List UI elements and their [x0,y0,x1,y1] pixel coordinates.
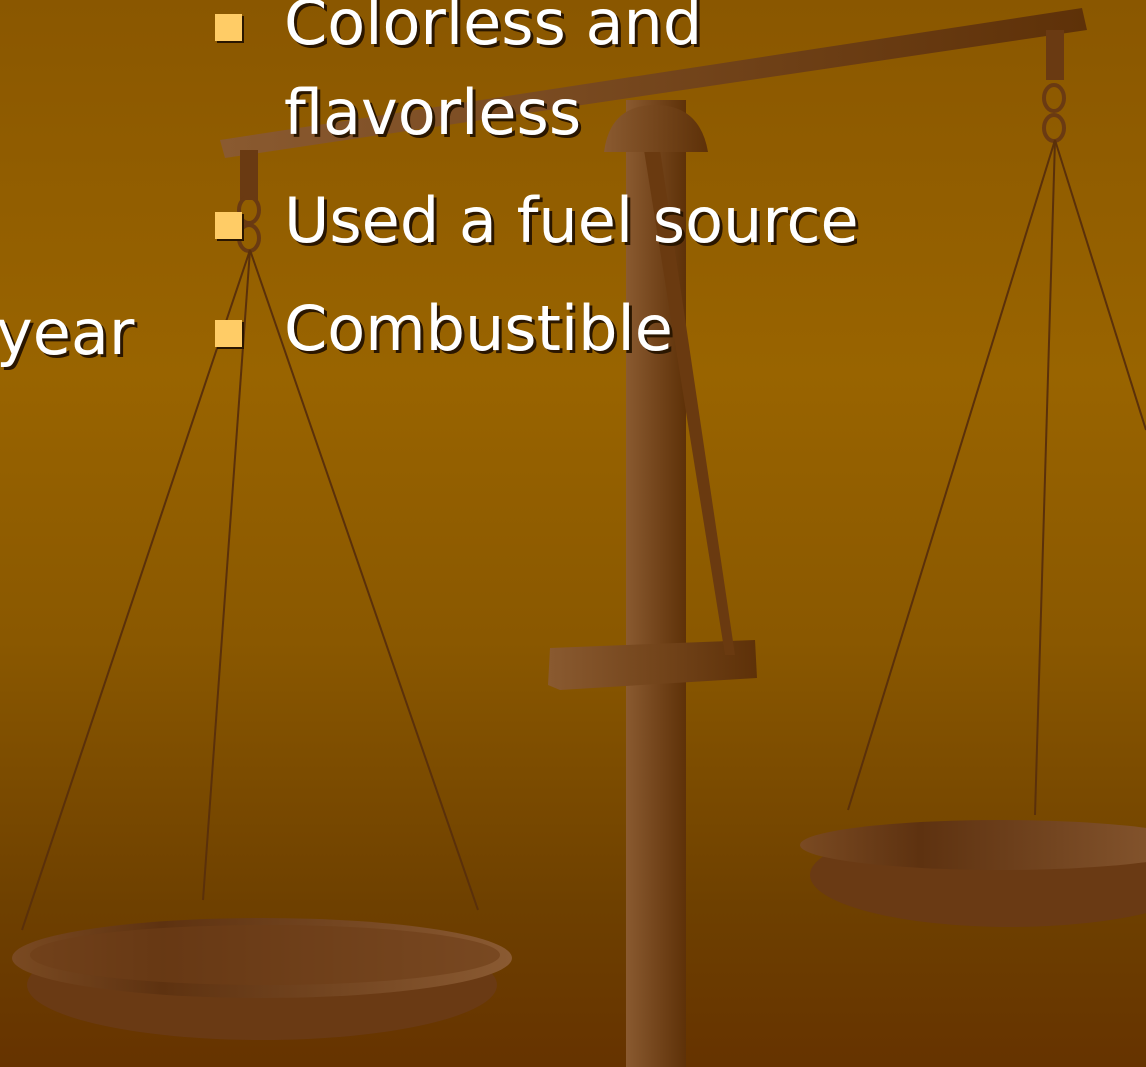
bullet-item: Combustible [210,284,884,374]
slide: {"left_fragments": ["l", "year"], "bulle… [0,0,1146,1067]
bullet-text: Combustible [284,292,673,365]
left-fragment: year [0,288,134,378]
bullet-list: Colorless and flavorless Used a fuel sou… [210,0,884,392]
bullet-text: Colorless and flavorless [284,0,702,149]
bullet-item: Colorless and flavorless [210,0,884,158]
bullet-marker [215,212,242,239]
bullet-text: Used a fuel source [284,184,859,257]
bullet-marker [215,320,242,347]
bullet-item: Used a fuel source [210,176,884,266]
bullet-marker [215,14,242,41]
